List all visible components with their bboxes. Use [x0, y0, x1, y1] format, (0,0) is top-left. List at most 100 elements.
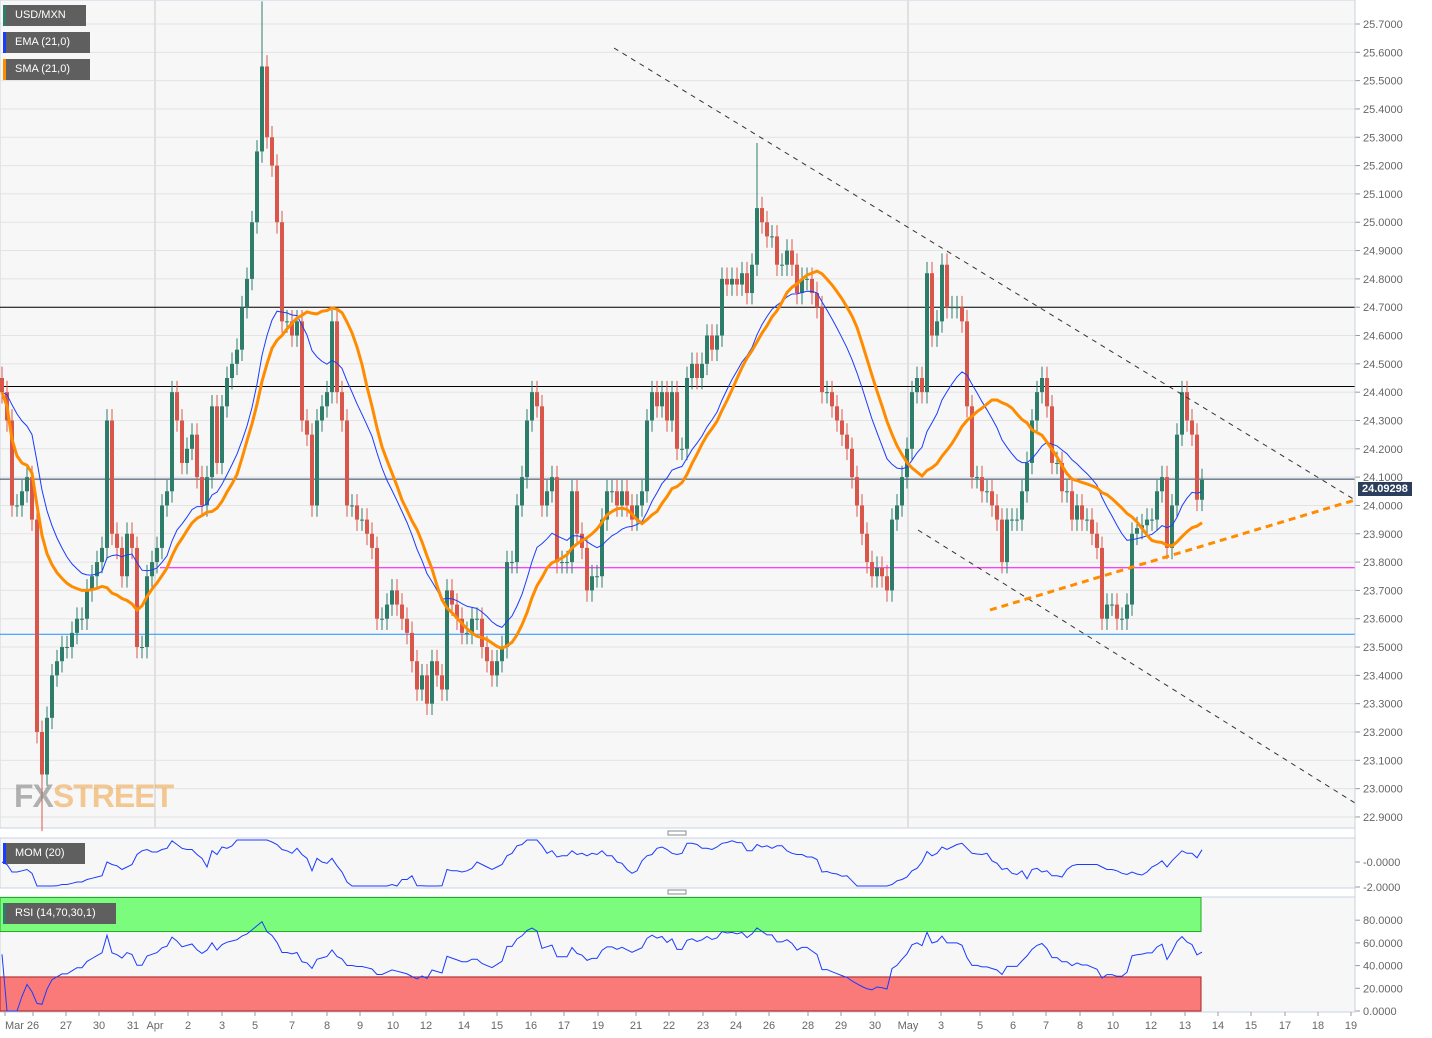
candle-bearish[interactable] — [990, 491, 994, 506]
candle-bullish[interactable] — [650, 392, 654, 421]
candle-bullish[interactable] — [565, 562, 569, 564]
candle-bullish[interactable] — [145, 576, 149, 648]
candle-bullish[interactable] — [80, 618, 84, 620]
candle-bullish[interactable] — [105, 420, 109, 548]
candle-bullish[interactable] — [635, 505, 639, 520]
candle-bullish[interactable] — [245, 278, 249, 308]
candle-bearish[interactable] — [425, 675, 429, 704]
candle-bearish[interactable] — [790, 250, 794, 265]
candle-bullish[interactable] — [475, 618, 479, 620]
candle-bearish[interactable] — [810, 278, 814, 294]
candle-bullish[interactable] — [70, 632, 74, 648]
candle-bullish[interactable] — [380, 618, 384, 620]
candle-bullish[interactable] — [1130, 533, 1134, 605]
candle-bearish[interactable] — [10, 420, 14, 506]
candle-bullish[interactable] — [330, 321, 334, 393]
candle-bearish[interactable] — [300, 321, 304, 421]
candle-bullish[interactable] — [595, 576, 599, 578]
candle-bullish[interactable] — [225, 378, 229, 407]
candle-bearish[interactable] — [880, 567, 884, 577]
candle-bearish[interactable] — [485, 647, 489, 662]
candle-bullish[interactable] — [600, 519, 604, 577]
candle-bullish[interactable] — [780, 264, 784, 266]
candle-bearish[interactable] — [535, 392, 539, 407]
candle-bullish[interactable] — [645, 420, 649, 492]
candle-bearish[interactable] — [865, 533, 869, 563]
candle-bearish[interactable] — [345, 420, 349, 506]
candle-bearish[interactable] — [1190, 420, 1194, 435]
candle-bullish[interactable] — [185, 448, 189, 463]
candle-bearish[interactable] — [370, 533, 374, 548]
candle-bullish[interactable] — [505, 562, 509, 648]
candle-bullish[interactable] — [640, 491, 644, 506]
candle-bullish[interactable] — [1040, 378, 1044, 393]
candle-bullish[interactable] — [220, 406, 224, 463]
candle-bullish[interactable] — [955, 307, 959, 309]
candle-bullish[interactable] — [610, 491, 614, 493]
candle-bearish[interactable] — [440, 675, 444, 690]
candle-bullish[interactable] — [1035, 392, 1039, 421]
candle-bullish[interactable] — [1065, 491, 1069, 493]
candle-bullish[interactable] — [385, 604, 389, 619]
candle-bullish[interactable] — [25, 477, 29, 492]
candle-bullish[interactable] — [55, 661, 59, 676]
candle-bearish[interactable] — [930, 273, 934, 336]
candle-bullish[interactable] — [420, 675, 424, 690]
candle-bearish[interactable] — [365, 519, 369, 534]
candle-bearish[interactable] — [435, 661, 439, 676]
candle-bullish[interactable] — [1030, 420, 1034, 463]
candle-bearish[interactable] — [280, 222, 284, 322]
candle-bullish[interactable] — [500, 647, 504, 662]
candle-bearish[interactable] — [860, 505, 864, 534]
candle-bearish[interactable] — [1090, 519, 1094, 534]
candle-bullish[interactable] — [295, 321, 299, 336]
candle-bearish[interactable] — [1080, 505, 1084, 520]
candle-bearish[interactable] — [115, 533, 119, 548]
candle-bullish[interactable] — [430, 661, 434, 704]
candle-bullish[interactable] — [950, 307, 954, 309]
candle-bullish[interactable] — [975, 477, 979, 479]
candle-bullish[interactable] — [90, 576, 94, 591]
candle-bullish[interactable] — [1170, 505, 1174, 548]
candle-bullish[interactable] — [515, 505, 519, 563]
candle-bullish[interactable] — [530, 392, 534, 421]
candle-bullish[interactable] — [50, 675, 54, 718]
candle-bullish[interactable] — [985, 491, 989, 493]
panel-resize-handle[interactable] — [667, 830, 687, 836]
candle-bullish[interactable] — [550, 477, 554, 492]
candle-bullish[interactable] — [715, 335, 719, 350]
candle-bullish[interactable] — [210, 406, 214, 478]
candle-bearish[interactable] — [1115, 604, 1119, 619]
candle-bullish[interactable] — [875, 567, 879, 577]
candle-bearish[interactable] — [830, 392, 834, 407]
candle-bearish[interactable] — [945, 264, 949, 308]
candle-bearish[interactable] — [655, 392, 659, 407]
candle-bullish[interactable] — [315, 420, 319, 506]
candle-bullish[interactable] — [895, 505, 899, 520]
candle-bullish[interactable] — [1150, 519, 1154, 521]
candle-bullish[interactable] — [140, 647, 144, 649]
candle-bearish[interactable] — [795, 264, 799, 294]
candle-bullish[interactable] — [240, 307, 244, 350]
candle-bullish[interactable] — [150, 562, 154, 577]
candle-bearish[interactable] — [585, 547, 589, 591]
candle-bullish[interactable] — [320, 406, 324, 421]
candle-bearish[interactable] — [575, 491, 579, 534]
candle-bearish[interactable] — [110, 420, 114, 534]
candle-bullish[interactable] — [255, 151, 259, 223]
candle-bearish[interactable] — [375, 547, 379, 619]
candle-bullish[interactable] — [1020, 491, 1024, 520]
candle-bullish[interactable] — [1015, 519, 1019, 521]
candle-bullish[interactable] — [1025, 462, 1029, 492]
candle-bullish[interactable] — [670, 392, 674, 421]
candle-bullish[interactable] — [60, 647, 64, 662]
candle-bearish[interactable] — [870, 562, 874, 577]
candle-bullish[interactable] — [20, 491, 24, 506]
candle-bearish[interactable] — [405, 618, 409, 633]
candle-bullish[interactable] — [915, 378, 919, 393]
candle-bearish[interactable] — [1165, 477, 1169, 548]
candle-bearish[interactable] — [980, 477, 984, 492]
candle-bullish[interactable] — [465, 632, 469, 634]
candle-bearish[interactable] — [855, 477, 859, 506]
candle-bearish[interactable] — [355, 505, 359, 520]
